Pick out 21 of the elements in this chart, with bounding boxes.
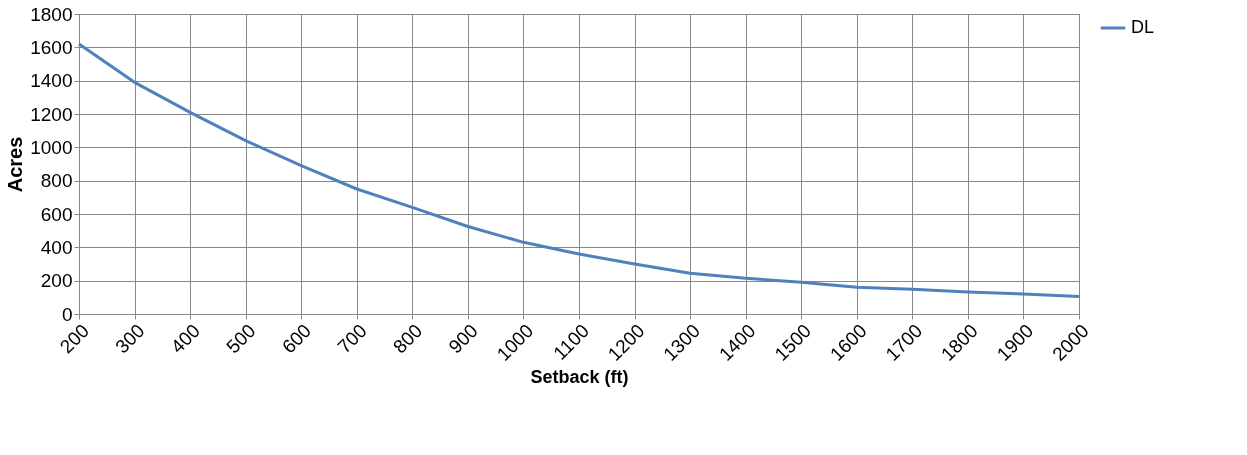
y-tick-label: 400 (40, 236, 73, 258)
x-tick-label: 700 (333, 320, 371, 358)
y-tick-label: 1400 (30, 70, 73, 92)
y-tick-label: 600 (40, 203, 73, 225)
x-axis-title: Setback (ft) (530, 366, 629, 387)
x-tick-label: 300 (111, 320, 149, 358)
y-tick-label: 1600 (30, 36, 73, 58)
legend-label: DL (1131, 17, 1155, 37)
x-tick-label: 900 (444, 320, 482, 358)
x-tick-label: 500 (222, 320, 260, 358)
line-series (77, 42, 1081, 298)
y-axis-title: Acres (4, 136, 27, 193)
y-tick-label: 800 (40, 170, 73, 192)
y-tick-label: 1800 (30, 3, 73, 25)
y-tick-label: 1000 (30, 136, 73, 158)
y-tick-label: 1200 (30, 103, 73, 125)
x-tick-label: 400 (166, 320, 205, 358)
x-tick-label: 800 (389, 320, 427, 358)
x-tick-label: 600 (277, 320, 316, 358)
y-tick-label: 0 (61, 303, 73, 325)
y-tick-label: 200 (40, 270, 73, 292)
